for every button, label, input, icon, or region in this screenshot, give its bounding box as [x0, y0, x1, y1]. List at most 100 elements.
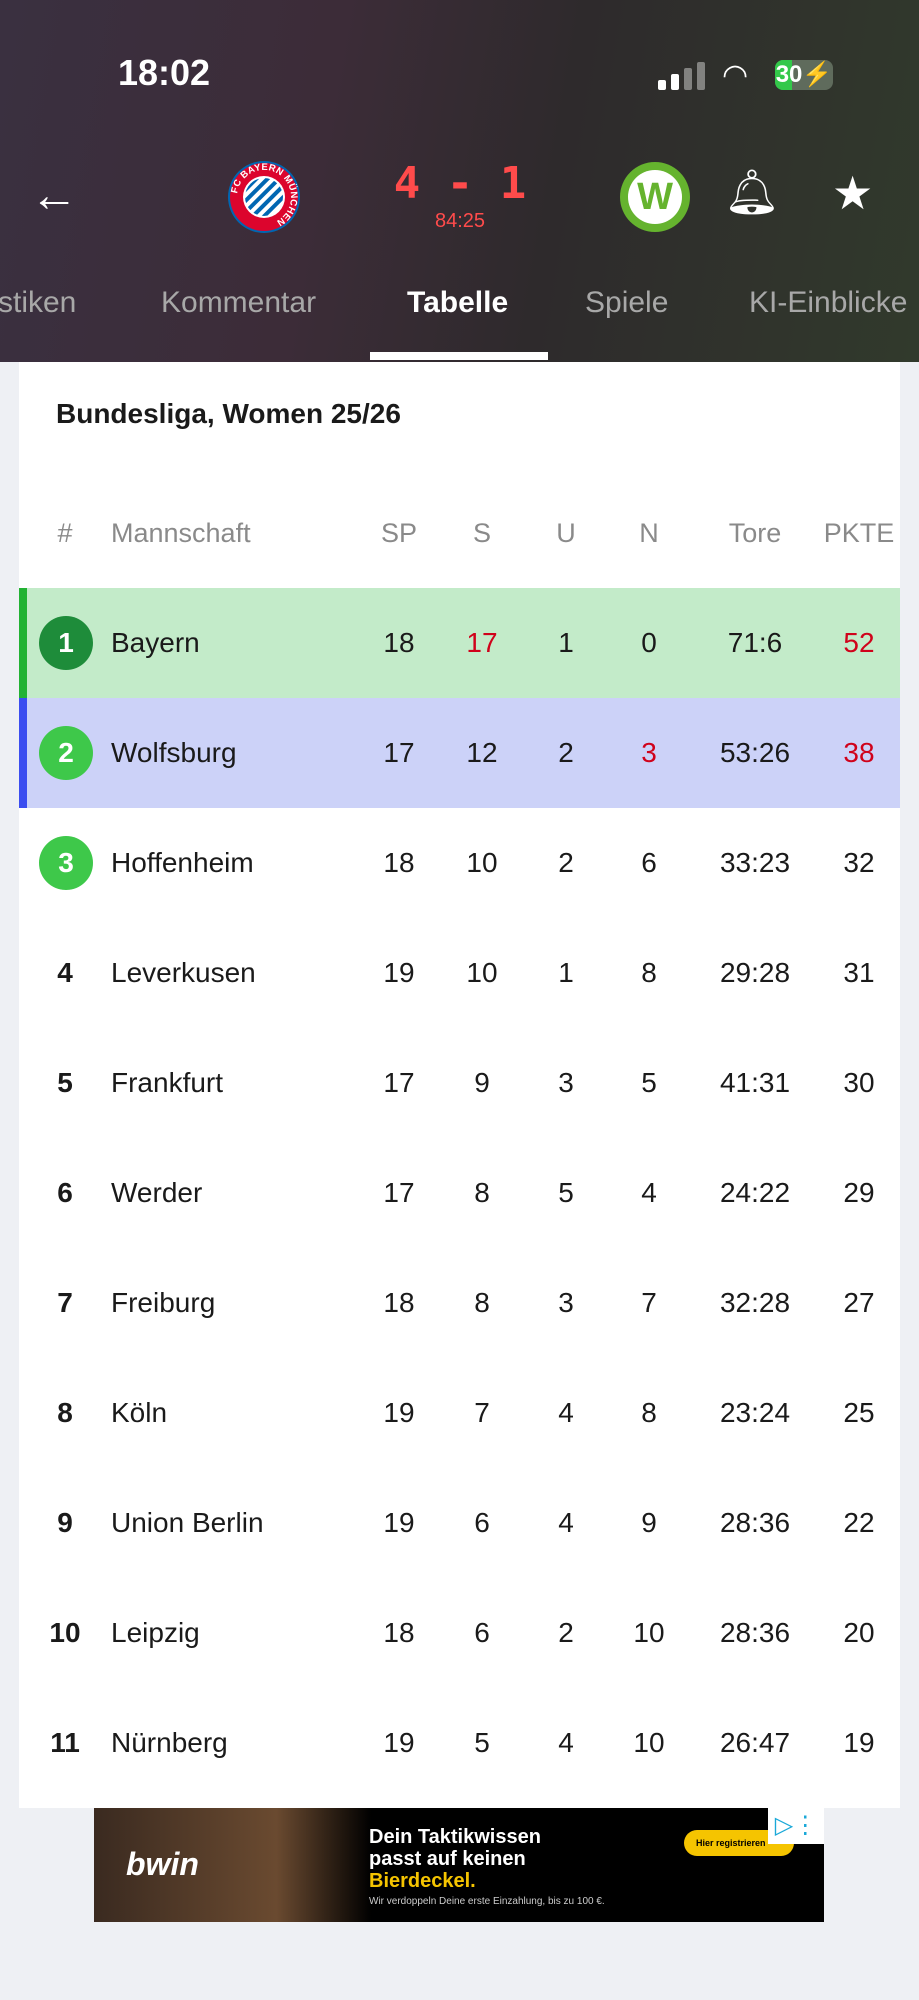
team-name: Union Berlin: [111, 1507, 264, 1538]
cell-sp: 18: [383, 847, 415, 878]
cell-u: 2: [558, 737, 574, 768]
team-name: Wolfsburg: [111, 737, 237, 768]
cell-s: 10: [466, 957, 498, 988]
cell-tore: 28:36: [719, 1617, 791, 1648]
table-row[interactable]: 3 Hoffenheim 18 10 2 6 33:23 32: [19, 808, 900, 918]
table-row[interactable]: 5 Frankfurt 17 9 3 5 41:31 30: [19, 1028, 900, 1138]
cell-tore: 28:36: [719, 1507, 791, 1538]
advertisement-banner[interactable]: bwin Dein Taktikwissen passt auf keinen Bi…: [94, 1808, 824, 1922]
cell-sp: 19: [383, 1397, 415, 1428]
table-row[interactable]: 2 Wolfsburg 17 12 2 3 53:26 38: [19, 698, 900, 808]
wifi-icon: ◠: [722, 59, 749, 92]
table-row[interactable]: 1 Bayern 18 17 1 0 71:6 52: [19, 588, 900, 698]
cell-s: 6: [474, 1617, 490, 1648]
tab-ki-einblicke[interactable]: KI-Einblicke: [749, 286, 908, 319]
table-row[interactable]: 9 Union Berlin 19 6 4 9 28:36 22: [19, 1468, 900, 1578]
team-name: Leverkusen: [111, 957, 256, 988]
ad-brand-logo: bwin: [126, 1846, 199, 1882]
cell-pk: 30: [843, 1067, 875, 1098]
position: 10: [49, 1617, 81, 1648]
team-name: Leipzig: [111, 1617, 200, 1648]
cell-n: 7: [641, 1287, 657, 1318]
cell-pk: 31: [843, 957, 875, 988]
battery-icon: 30⚡: [775, 60, 833, 90]
cell-n: 0: [641, 627, 657, 658]
cell-u: 1: [558, 627, 574, 658]
cellular-signal-icon: [658, 62, 705, 90]
position: 8: [57, 1397, 73, 1428]
cell-sp: 18: [383, 627, 415, 658]
league-title: Bundesliga, Women 25/26: [56, 398, 401, 429]
table-row[interactable]: 6 Werder 17 8 5 4 24:22 29: [19, 1138, 900, 1248]
cell-tore: 26:47: [719, 1727, 791, 1758]
position: 3: [39, 808, 93, 890]
team-name: Werder: [111, 1177, 203, 1208]
back-arrow-icon[interactable]: ←: [30, 169, 78, 222]
qualification-bar: [19, 588, 27, 698]
cell-pk: 32: [843, 847, 875, 878]
position: 4: [57, 957, 73, 988]
cell-pk: 29: [843, 1177, 875, 1208]
cell-u: 1: [558, 957, 574, 988]
cell-pk: 38: [843, 737, 875, 768]
cell-pk: 20: [843, 1617, 875, 1648]
position: 11: [50, 1727, 80, 1758]
table-row[interactable]: 4 Leverkusen 19 10 1 8 29:28 31: [19, 918, 900, 1028]
favorite-star-icon[interactable]: ★: [832, 167, 874, 219]
cell-n: 10: [633, 1727, 665, 1758]
cell-sp: 17: [383, 1067, 415, 1098]
cell-sp: 18: [383, 1287, 415, 1318]
table-row[interactable]: 8 Köln 19 7 4 8 23:24 25: [19, 1358, 900, 1468]
cell-tore: 24:22: [719, 1177, 791, 1208]
tab-kommentar[interactable]: Kommentar: [161, 286, 317, 319]
position: 6: [57, 1177, 73, 1208]
cell-pk: 52: [843, 627, 875, 658]
cell-u: 3: [558, 1287, 574, 1318]
cell-sp: 18: [383, 1617, 415, 1648]
cell-sp: 17: [383, 1177, 415, 1208]
ad-choices-icon[interactable]: ▷⋮: [768, 1808, 824, 1844]
table-row[interactable]: 10 Leipzig 18 6 2 10 28:36 20: [19, 1578, 900, 1688]
cell-tore: 71:6: [727, 627, 783, 658]
position: 5: [57, 1067, 73, 1098]
team-name: Hoffenheim: [111, 847, 254, 878]
cell-s: 6: [474, 1507, 490, 1538]
position: 1: [39, 588, 93, 670]
cell-s: 8: [474, 1287, 490, 1318]
header-sp: SP: [380, 518, 418, 548]
status-time: 18:02: [118, 52, 211, 93]
cell-tore: 33:23: [719, 847, 791, 878]
cell-s: 12: [466, 737, 498, 768]
team-name: Köln: [111, 1397, 168, 1428]
qualification-bar: [19, 698, 27, 808]
cell-u: 2: [558, 847, 574, 878]
tab-statistiken[interactable]: stiken: [0, 286, 77, 319]
home-team-logo[interactable]: FC BAYERN MÜNCHEN: [227, 160, 301, 234]
cell-n: 6: [641, 847, 657, 878]
match-score: 4 - 1: [393, 158, 527, 209]
header-tore: Tore: [728, 518, 782, 548]
cell-n: 4: [641, 1177, 657, 1208]
active-tab-indicator: [370, 352, 548, 360]
away-team-logo[interactable]: W: [620, 162, 690, 232]
table-row[interactable]: 11 Nürnberg 19 5 4 10 26:47 19: [19, 1688, 900, 1798]
cell-pk: 19: [843, 1727, 875, 1758]
cell-n: 8: [641, 1397, 657, 1428]
cell-s: 17: [466, 627, 498, 658]
cell-s: 9: [474, 1067, 490, 1098]
cell-n: 5: [641, 1067, 657, 1098]
position: 7: [57, 1287, 73, 1318]
header-u: U: [556, 518, 576, 548]
cell-s: 5: [474, 1727, 490, 1758]
match-clock: 84:25: [434, 210, 486, 232]
notification-bell-icon[interactable]: 🔔︎: [724, 168, 780, 217]
cell-n: 9: [641, 1507, 657, 1538]
tab-spiele[interactable]: Spiele: [585, 286, 669, 319]
cell-s: 8: [474, 1177, 490, 1208]
tab-tabelle[interactable]: Tabelle: [407, 286, 509, 319]
header-pos: #: [57, 518, 73, 548]
cell-n: 3: [641, 737, 657, 768]
table-row[interactable]: 7 Freiburg 18 8 3 7 32:28 27: [19, 1248, 900, 1358]
cell-s: 7: [474, 1397, 490, 1428]
cell-n: 10: [633, 1617, 665, 1648]
